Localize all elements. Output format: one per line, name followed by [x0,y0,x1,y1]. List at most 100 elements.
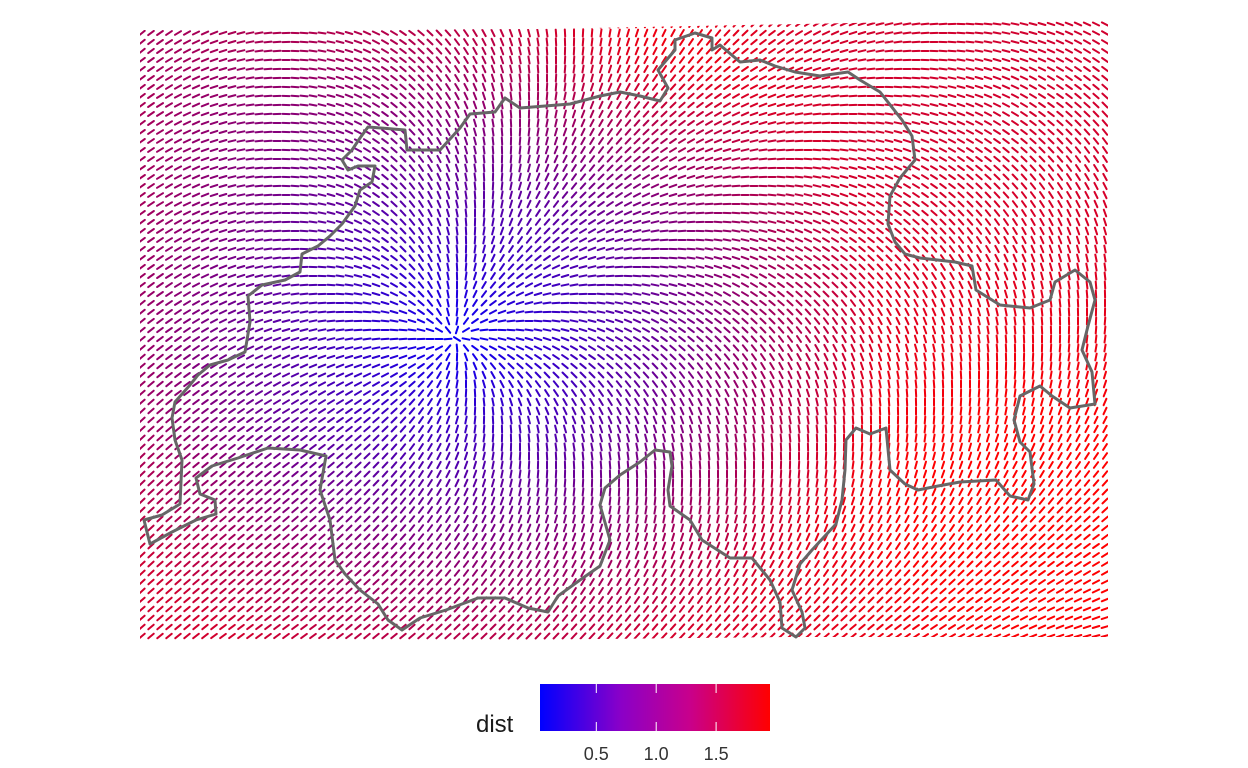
field-arrow [1022,289,1026,299]
field-arrow [263,381,273,387]
field-arrow [254,256,264,260]
field-arrow [875,139,885,143]
field-arrow [884,156,894,162]
field-arrow [921,183,929,189]
field-arrow [479,337,489,341]
field-arrow [633,155,641,163]
field-arrow [652,37,658,47]
field-arrow [814,379,820,389]
field-arrow [1067,379,1071,389]
field-arrow [524,301,534,305]
field-arrow [174,246,182,252]
field-arrow [542,328,552,332]
field-arrow [923,343,927,353]
field-arrow [976,298,982,308]
field-arrow [408,83,416,91]
field-arrow [353,265,363,269]
field-arrow [418,191,424,199]
field-arrow [605,228,615,234]
field-arrow [344,346,354,350]
field-arrow [463,56,469,64]
field-arrow [569,319,579,323]
field-arrow [597,201,605,207]
field-arrow [1019,75,1029,81]
field-arrow [758,148,768,152]
field-arrow [572,91,576,101]
field-arrow [191,273,201,279]
field-arrow [508,245,514,253]
field-arrow [599,28,603,38]
field-arrow [255,390,263,396]
field-arrow [884,148,894,152]
field-arrow [1029,173,1037,181]
field-arrow [218,228,228,234]
field-arrow [227,300,237,306]
field-arrow [435,317,443,325]
field-arrow [974,120,984,126]
field-arrow [821,57,831,63]
field-arrow [751,362,757,370]
field-arrow [984,155,992,163]
field-arrow [616,55,622,65]
field-arrow [327,408,335,414]
field-arrow [949,298,955,308]
field-arrow [785,237,795,243]
field-arrow [596,319,606,323]
field-arrow [768,335,776,343]
field-arrow [444,56,452,64]
field-arrow [309,399,317,405]
field-arrow [209,237,219,243]
field-arrow [390,182,398,190]
field-arrow [326,390,336,396]
field-arrow [776,57,786,63]
field-arrow [875,165,885,171]
field-arrow [407,309,417,315]
field-arrow [588,182,596,190]
field-arrow [272,363,282,369]
field-arrow [597,362,605,370]
field-arrow [482,118,486,128]
field-arrow [183,354,191,360]
field-arrow [1038,182,1046,190]
field-arrow [344,237,354,243]
field-arrow [544,181,550,191]
field-arrow [760,353,766,361]
field-arrow [317,85,327,89]
field-arrow [760,379,766,389]
field-arrow [246,435,254,441]
field-arrow [940,289,946,299]
field-arrow [743,424,747,434]
field-arrow [140,317,146,325]
field-arrow [518,154,522,164]
field-arrow [200,318,210,324]
field-arrow [830,219,840,225]
field-arrow [920,165,930,171]
field-arrow [191,84,201,90]
field-arrow [455,316,459,326]
field-arrow [417,74,425,82]
field-arrow [371,264,381,270]
field-arrow [381,173,389,181]
field-arrow [931,281,937,289]
field-arrow [857,31,867,35]
field-arrow [795,21,803,27]
field-arrow [884,40,894,44]
field-arrow [290,148,300,152]
field-arrow [481,253,487,263]
field-arrow [866,112,876,116]
field-arrow [813,255,821,261]
field-arrow [597,210,605,216]
field-arrow [507,281,515,289]
field-arrow [353,57,363,63]
field-arrow [317,67,327,71]
field-arrow [723,353,731,361]
field-arrow [317,184,327,188]
field-arrow [201,434,209,442]
field-arrow [742,397,748,407]
field-arrow [669,335,677,343]
field-arrow [887,352,891,362]
field-arrow [1002,120,1010,126]
field-arrow [922,281,928,289]
field-arrow [812,228,822,234]
field-arrow [569,336,579,342]
